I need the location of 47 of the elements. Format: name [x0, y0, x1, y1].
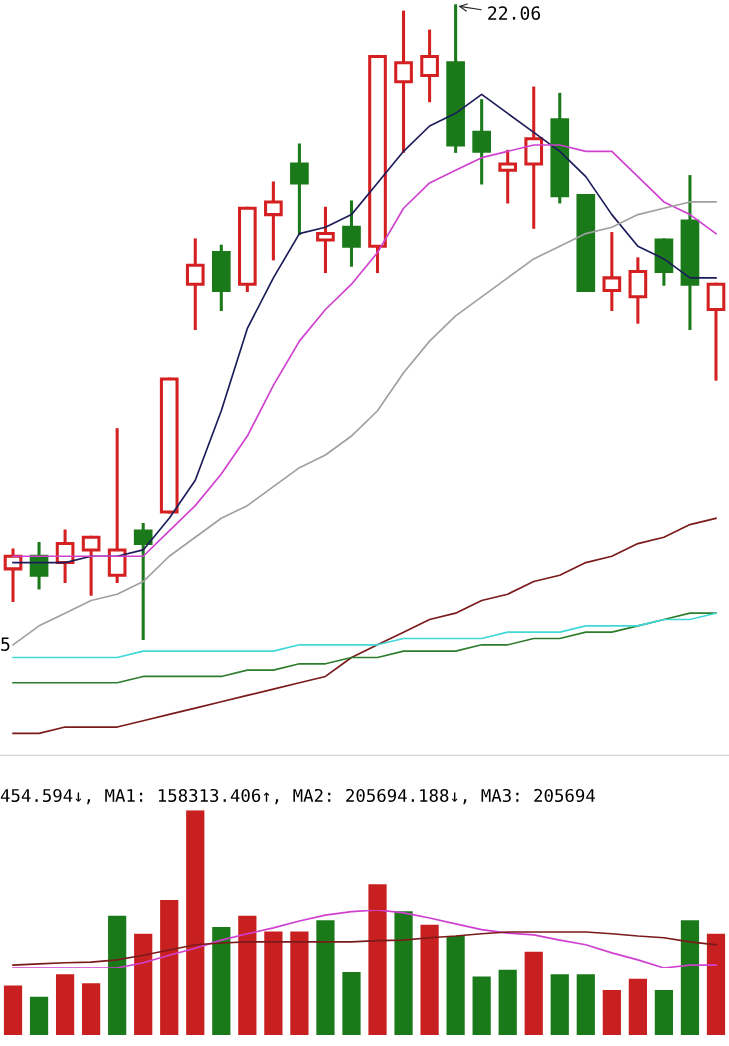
candlestick [316, 206, 335, 274]
bar [342, 972, 361, 1036]
bar [368, 884, 387, 1036]
bar [55, 974, 75, 1036]
bar [524, 951, 543, 1036]
candlestick [264, 181, 283, 261]
candlestick [133, 523, 153, 641]
candlestick [185, 238, 205, 331]
candlestick [342, 200, 361, 267]
bar [498, 969, 517, 1036]
bar [602, 990, 621, 1036]
bar [82, 983, 101, 1036]
bar [290, 931, 309, 1036]
bar [654, 990, 674, 1036]
candlestick [602, 232, 622, 312]
bar [576, 974, 595, 1036]
bar [706, 933, 726, 1036]
candlestick [628, 257, 648, 324]
candlestick [472, 99, 491, 185]
bar [264, 931, 283, 1036]
bar [680, 920, 700, 1036]
bar [628, 978, 647, 1036]
bar [212, 927, 231, 1036]
candlestick [394, 10, 413, 153]
annotation: 5 [1, 637, 10, 651]
candlestick [680, 175, 700, 331]
bar [29, 996, 49, 1036]
bar [446, 936, 465, 1036]
bar [3, 985, 23, 1036]
bar [134, 933, 153, 1036]
bar [394, 911, 413, 1036]
candlestick [211, 244, 231, 312]
candlestick [420, 29, 439, 103]
bar [316, 920, 335, 1036]
annotation: 22.06 [488, 6, 541, 20]
candlestick [107, 428, 127, 584]
bar [550, 974, 569, 1036]
bar [186, 810, 205, 1036]
bar [472, 976, 491, 1036]
bar [420, 924, 439, 1036]
bar [108, 915, 127, 1036]
candlestick [524, 86, 544, 229]
bar [238, 915, 257, 1036]
bar [160, 900, 179, 1036]
candlestick [290, 143, 309, 236]
chart-title: 454.594↓, MA1: 158313.406↑, MA2: 205694.188↓, MA3: 205694 [0, 788, 595, 805]
candlestick [550, 92, 570, 204]
